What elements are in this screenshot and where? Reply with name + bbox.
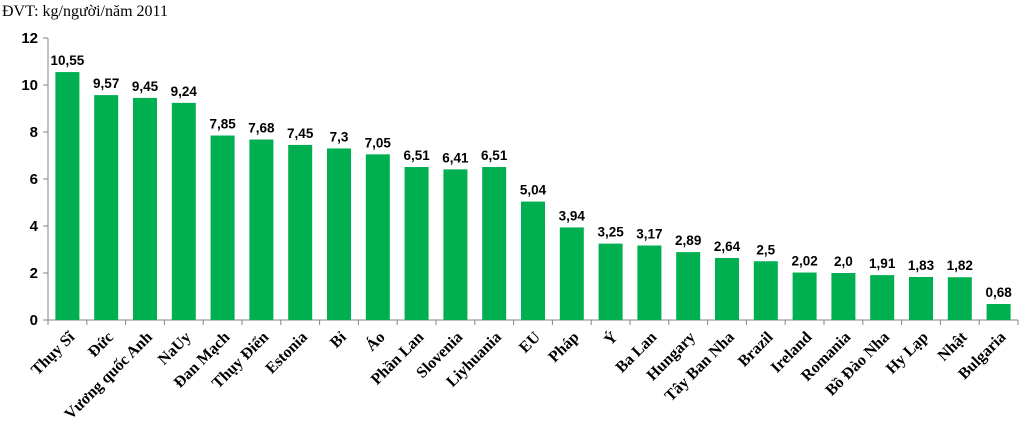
y-tick-label: 8 <box>30 124 38 141</box>
bar <box>753 261 778 320</box>
bar <box>171 102 196 320</box>
bar <box>598 243 623 320</box>
y-tick-label: 10 <box>21 77 38 94</box>
x-category-label: Pháp <box>545 329 582 366</box>
bar <box>443 169 468 320</box>
data-label: 2,5 <box>756 242 775 257</box>
data-label: 1,91 <box>869 256 896 271</box>
y-tick-label: 4 <box>30 218 39 235</box>
bar <box>288 144 313 320</box>
x-category-label: Hy Lạp <box>883 329 932 378</box>
x-category-label: Áo <box>361 327 388 354</box>
data-label: 3,17 <box>636 227 662 242</box>
bar <box>521 201 545 320</box>
data-label: 3,25 <box>597 225 624 240</box>
x-category-label: Tây Ban Nha <box>662 329 738 405</box>
bar <box>986 304 1011 320</box>
bar <box>947 277 972 320</box>
bar <box>404 167 429 320</box>
x-category-label: Bỉ <box>327 328 350 351</box>
data-label: 10,55 <box>51 53 85 68</box>
data-label: 7,05 <box>365 135 392 150</box>
bar <box>210 135 235 320</box>
bar <box>676 252 701 320</box>
x-category-label: EU <box>516 328 544 356</box>
data-label: 6,51 <box>403 148 430 163</box>
bar <box>909 276 933 320</box>
bar <box>870 275 895 320</box>
x-category-label: Estonia <box>263 329 311 377</box>
bar <box>94 95 119 320</box>
bar <box>792 272 817 320</box>
data-label: 2,0 <box>834 254 853 269</box>
bar <box>249 139 274 320</box>
y-tick-label: 2 <box>30 265 38 282</box>
data-label: 2,89 <box>675 233 701 248</box>
data-label: 9,45 <box>132 79 159 94</box>
bar <box>327 148 351 320</box>
data-label: 7,85 <box>209 117 236 132</box>
data-label: 1,82 <box>947 258 973 273</box>
data-label: 2,02 <box>791 254 817 269</box>
data-label: 1,83 <box>908 258 935 273</box>
bar <box>559 227 584 320</box>
data-label: 7,3 <box>330 129 349 144</box>
bar <box>55 72 80 320</box>
x-category-label: Ý <box>600 327 622 349</box>
bar <box>133 97 157 320</box>
bar <box>831 273 856 320</box>
data-label: 7,45 <box>287 126 314 141</box>
x-category-label: Thụy Sĩ <box>28 328 78 378</box>
bar <box>637 245 662 320</box>
bar <box>365 154 390 320</box>
data-label: 2,64 <box>714 239 741 254</box>
data-label: 9,57 <box>93 76 119 91</box>
data-label: 6,51 <box>481 148 508 163</box>
data-label: 0,68 <box>985 285 1012 300</box>
unit-label: ĐVT: kg/người/năm 2011 <box>2 3 168 20</box>
data-label: 3,94 <box>559 208 586 223</box>
bar <box>482 167 507 320</box>
y-tick-label: 6 <box>30 171 38 188</box>
data-label: 5,04 <box>520 183 547 198</box>
bar <box>715 257 739 320</box>
data-label: 6,41 <box>442 150 469 165</box>
data-label: 7,68 <box>248 121 275 136</box>
y-tick-label: 12 <box>21 30 38 47</box>
data-label: 9,24 <box>171 84 198 99</box>
x-category-label: Đức <box>85 329 117 361</box>
y-tick-label: 0 <box>30 312 38 329</box>
